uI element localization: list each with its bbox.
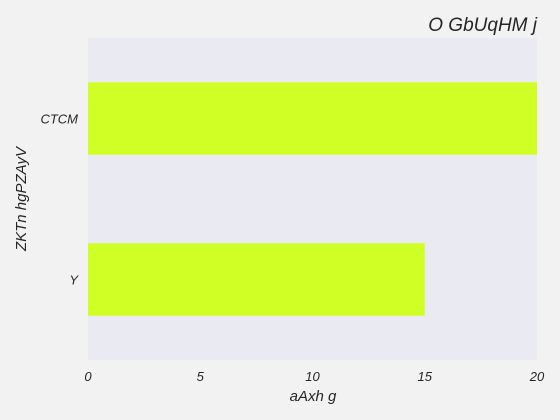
x-axis-label: aAxh g [290, 388, 337, 405]
bar-y [88, 243, 425, 316]
x-tick-label: 20 [529, 369, 545, 384]
x-tick-labels: 0 5 10 15 20 [84, 369, 545, 384]
x-tick-label: 15 [418, 369, 433, 384]
y-tick-labels: CTCM Y [40, 112, 79, 288]
x-tick-label: 5 [197, 369, 205, 384]
x-tick-label: 10 [305, 369, 320, 384]
x-tick-label: 0 [84, 369, 92, 384]
y-tick-label: Y [69, 273, 79, 288]
y-tick-label: CTCM [40, 112, 78, 127]
bar-ctcm [88, 82, 537, 155]
chart-title: O GbUqHM j [428, 15, 538, 36]
bars-group [88, 82, 537, 316]
y-axis-label: ZKTn hgPZAyV [13, 145, 30, 252]
